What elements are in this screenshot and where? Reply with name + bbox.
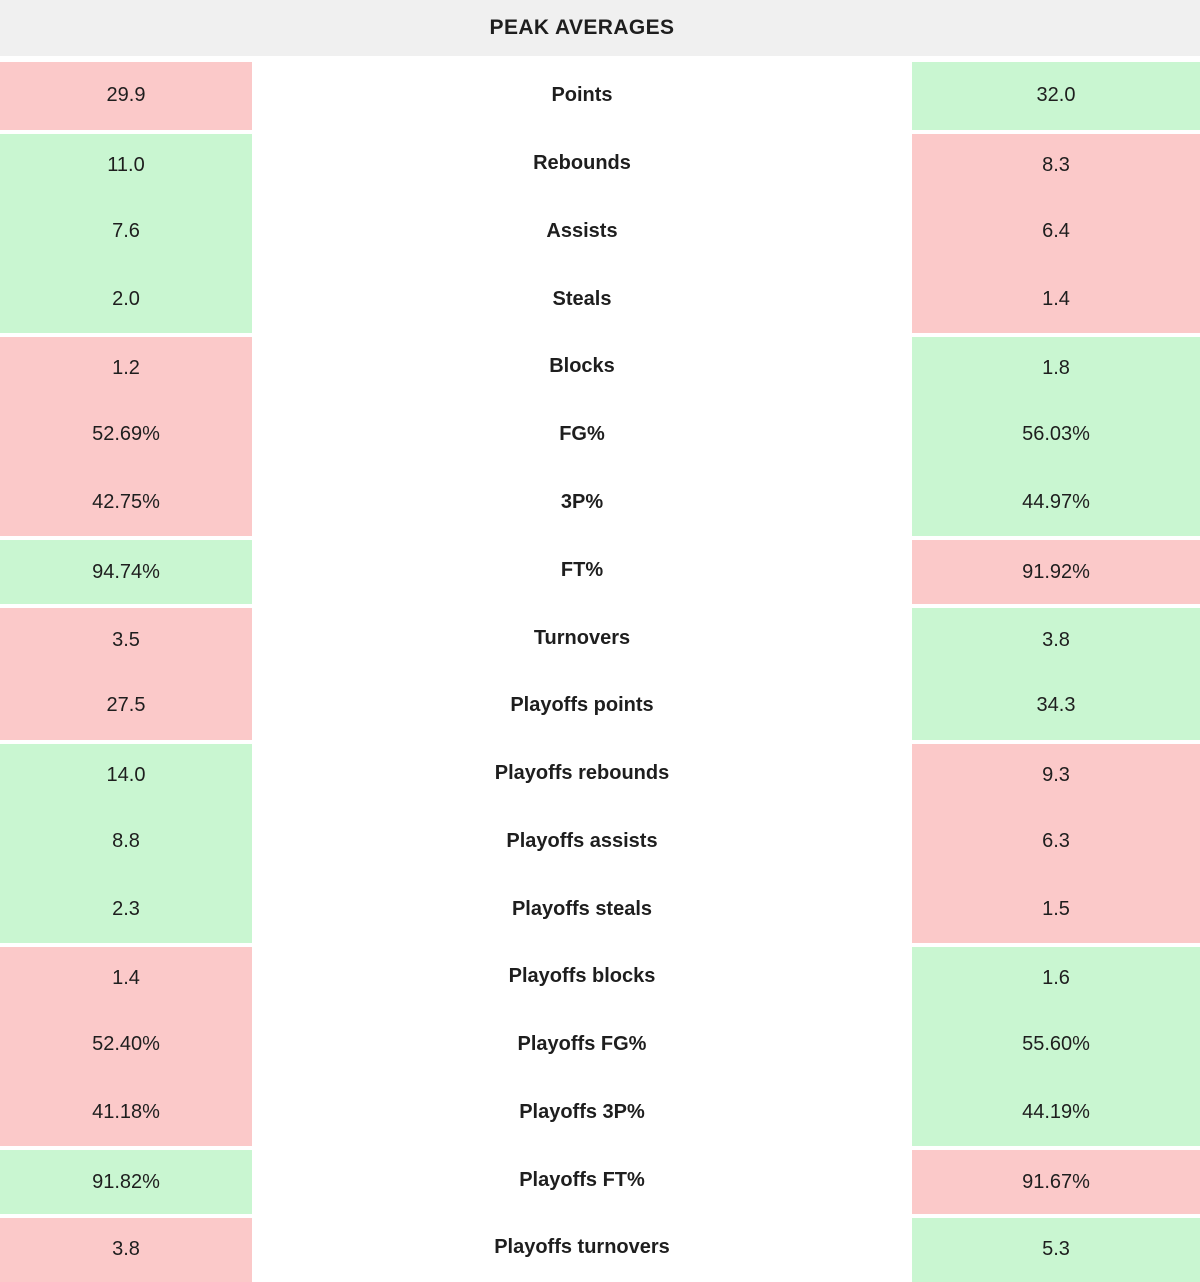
table-row: 14.0 Playoffs rebounds 9.3 xyxy=(0,739,1200,808)
stat-label: Points xyxy=(252,62,912,130)
right-value-cell: 1.5 xyxy=(912,875,1200,943)
table-title: PEAK AVERAGES xyxy=(489,16,675,39)
left-value-cell: 3.5 xyxy=(0,604,252,672)
left-value-cell: 8.8 xyxy=(0,807,252,876)
stat-label: Blocks xyxy=(252,333,912,401)
table-row: 52.40% Playoffs FG% 55.60% xyxy=(0,1010,1200,1079)
table-row: 2.0 Steals 1.4 xyxy=(0,265,1200,334)
table-row: 3.8 Playoffs turnovers 5.3 xyxy=(0,1214,1200,1282)
stat-label: Playoffs rebounds xyxy=(252,739,912,808)
table-row: 52.69% FG% 56.03% xyxy=(0,400,1200,469)
left-value-cell: 3.8 xyxy=(0,1214,252,1282)
left-value-cell: 2.3 xyxy=(0,875,252,943)
table-row: 1.4 Playoffs blocks 1.6 xyxy=(0,942,1200,1011)
left-value-cell: 14.0 xyxy=(0,739,252,808)
right-value-cell: 6.3 xyxy=(912,807,1200,876)
left-value-cell: 7.6 xyxy=(0,197,252,266)
table-row: 1.2 Blocks 1.8 xyxy=(0,333,1200,401)
right-value-cell: 32.0 xyxy=(912,62,1200,130)
stat-label: Assists xyxy=(252,197,912,266)
right-value-cell: 1.4 xyxy=(912,265,1200,334)
right-value-cell: 1.6 xyxy=(912,942,1200,1011)
left-value-cell: 42.75% xyxy=(0,468,252,537)
stat-label: Playoffs blocks xyxy=(252,942,912,1011)
right-value-cell: 8.3 xyxy=(912,129,1200,198)
table-row: 41.18% Playoffs 3P% 44.19% xyxy=(0,1078,1200,1147)
stats-table-body: 29.9 Points 32.0 11.0 Rebounds 8.3 7.6 Assists 6… xyxy=(0,62,1200,1282)
stat-label: Playoffs steals xyxy=(252,875,912,943)
right-value-cell: 1.8 xyxy=(912,333,1200,401)
right-value-cell: 6.4 xyxy=(912,197,1200,266)
right-value-cell: 56.03% xyxy=(912,400,1200,469)
right-value-cell: 55.60% xyxy=(912,1010,1200,1079)
table-row: 11.0 Rebounds 8.3 xyxy=(0,129,1200,198)
left-value-cell: 1.2 xyxy=(0,333,252,401)
table-row: 7.6 Assists 6.4 xyxy=(0,197,1200,266)
right-value-cell: 9.3 xyxy=(912,739,1200,808)
stat-label: Playoffs 3P% xyxy=(252,1078,912,1147)
left-value-cell: 94.74% xyxy=(0,536,252,605)
stat-label: 3P% xyxy=(252,468,912,537)
right-value-cell: 44.97% xyxy=(912,468,1200,537)
table-row: 42.75% 3P% 44.97% xyxy=(0,468,1200,537)
right-value-cell: 44.19% xyxy=(912,1078,1200,1147)
left-value-cell: 52.69% xyxy=(0,400,252,469)
stat-label: Rebounds xyxy=(252,129,912,198)
table-row: 2.3 Playoffs steals 1.5 xyxy=(0,875,1200,943)
stat-label: Playoffs assists xyxy=(252,807,912,876)
left-value-cell: 2.0 xyxy=(0,265,252,334)
right-value-cell: 34.3 xyxy=(912,671,1200,740)
left-value-cell: 91.82% xyxy=(0,1146,252,1215)
table-row: 29.9 Points 32.0 xyxy=(0,62,1200,130)
left-value-cell: 1.4 xyxy=(0,942,252,1011)
stat-label: Playoffs FG% xyxy=(252,1010,912,1079)
stat-label: Steals xyxy=(252,265,912,334)
table-row: 94.74% FT% 91.92% xyxy=(0,536,1200,605)
table-row: 27.5 Playoffs points 34.3 xyxy=(0,671,1200,740)
left-value-cell: 52.40% xyxy=(0,1010,252,1079)
table-row: 91.82% Playoffs FT% 91.67% xyxy=(0,1146,1200,1215)
table-row: 8.8 Playoffs assists 6.3 xyxy=(0,807,1200,876)
left-value-cell: 27.5 xyxy=(0,671,252,740)
left-value-cell: 11.0 xyxy=(0,129,252,198)
table-header: PEAK AVERAGES xyxy=(0,0,1200,56)
right-value-cell: 5.3 xyxy=(912,1214,1200,1282)
stat-label: FG% xyxy=(252,400,912,469)
left-value-cell: 41.18% xyxy=(0,1078,252,1147)
right-value-cell: 91.92% xyxy=(912,536,1200,605)
stat-label: FT% xyxy=(252,536,912,605)
left-value-cell: 29.9 xyxy=(0,62,252,130)
stat-label: Playoffs FT% xyxy=(252,1146,912,1215)
stat-label: Playoffs points xyxy=(252,671,912,740)
stat-label: Turnovers xyxy=(252,604,912,672)
right-value-cell: 91.67% xyxy=(912,1146,1200,1215)
table-row: 3.5 Turnovers 3.8 xyxy=(0,604,1200,672)
right-value-cell: 3.8 xyxy=(912,604,1200,672)
stat-label: Playoffs turnovers xyxy=(252,1214,912,1282)
